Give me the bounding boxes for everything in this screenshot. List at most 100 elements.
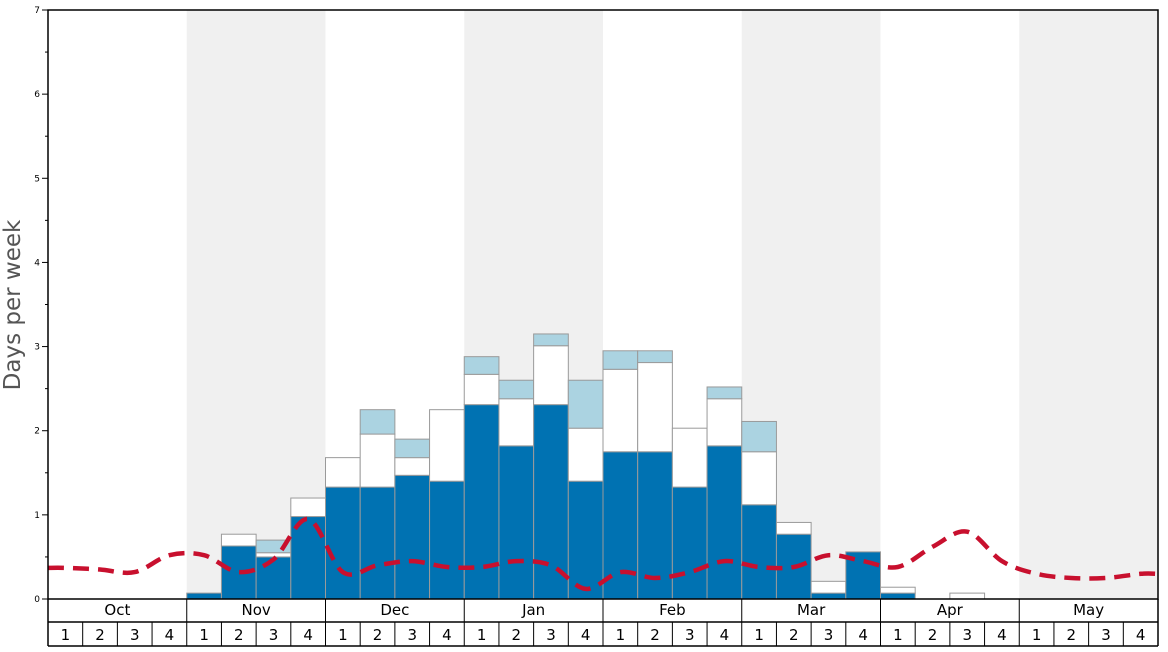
bar-dark-blue	[498, 445, 535, 600]
bar-light-blue	[463, 356, 500, 375]
month-bands	[186, 10, 1158, 599]
bar-light-blue	[741, 420, 777, 453]
bar-white	[255, 552, 292, 558]
bar-dark-blue	[186, 592, 222, 600]
bar-dark-blue	[567, 480, 604, 600]
bars	[186, 333, 986, 600]
week-label: 1	[338, 626, 348, 644]
week-label: 3	[130, 626, 140, 644]
bar-white	[706, 398, 743, 447]
week-label: 1	[1032, 626, 1042, 644]
month-label-dec: Dec	[380, 601, 409, 619]
y-tick-label-5: 5	[34, 174, 40, 184]
bar-dark-blue	[810, 592, 847, 600]
week-label: 3	[962, 626, 972, 644]
month-label-mar: Mar	[797, 601, 826, 619]
y-tick-label-7: 7	[34, 6, 40, 16]
bar-white	[394, 457, 431, 476]
week-label: 4	[303, 626, 313, 644]
bar-white	[533, 345, 569, 406]
month-label-feb: Feb	[659, 601, 686, 619]
week-label: 4	[165, 626, 175, 644]
y-tick-label-6: 6	[34, 90, 40, 100]
week-label: 2	[234, 626, 244, 644]
y-axis: 0 1 2 3 4 5 6 7	[34, 6, 48, 605]
dashed-line-layer	[47, 516, 1159, 592]
bar-light-blue	[706, 386, 743, 400]
dashed-line	[47, 516, 1159, 592]
week-label: 1	[199, 626, 209, 644]
week-label: 4	[442, 626, 452, 644]
bar-white	[220, 533, 257, 547]
bar-white	[359, 433, 396, 488]
bar-white	[325, 457, 361, 488]
bar-white	[949, 592, 986, 600]
bar-white	[463, 373, 500, 406]
week-label: 4	[997, 626, 1007, 644]
y-axis-label: Days per week	[0, 219, 26, 390]
month-band-may	[1019, 10, 1158, 599]
bar-light-blue	[394, 438, 431, 459]
week-label: 3	[269, 626, 279, 644]
bar-white	[602, 368, 639, 453]
y-tick-label-2: 2	[34, 427, 40, 437]
bar-light-blue	[637, 350, 673, 364]
week-label: 4	[720, 626, 730, 644]
week-label: 2	[1067, 626, 1077, 644]
month-label-jan: Jan	[521, 601, 545, 619]
week-label: 3	[407, 626, 417, 644]
bar-light-blue	[498, 379, 535, 400]
bar-white	[810, 580, 847, 594]
bar-white	[741, 451, 777, 506]
week-label: 2	[789, 626, 799, 644]
week-label: 3	[685, 626, 695, 644]
week-label: 1	[616, 626, 626, 644]
bar-light-blue	[359, 409, 396, 435]
month-label-may: May	[1073, 601, 1104, 619]
week-label: 4	[1136, 626, 1146, 644]
bar-light-blue	[602, 350, 639, 370]
bar-dark-blue	[637, 451, 673, 600]
week-label: 2	[650, 626, 660, 644]
week-label: 1	[61, 626, 71, 644]
month-label-nov: Nov	[241, 601, 270, 619]
bar-dark-blue	[741, 504, 777, 600]
x-axis: Oct Nov Dec Jan Feb Mar Apr May 1 2 3 4 1 2 3 4 1 2 3 4 1 2 3 4…	[47, 599, 1159, 647]
bar-dark-blue	[325, 486, 361, 600]
bar-dark-blue	[880, 592, 916, 600]
week-label: 1	[477, 626, 487, 644]
week-label: 1	[754, 626, 764, 644]
bar-dark-blue	[533, 404, 569, 600]
bar-light-blue	[567, 379, 604, 429]
month-label-oct: Oct	[104, 601, 130, 619]
y-tick-label-1: 1	[34, 511, 40, 521]
week-label: 2	[928, 626, 938, 644]
y-tick-label-3: 3	[34, 343, 40, 353]
bar-dark-blue	[671, 486, 708, 600]
bar-white	[498, 398, 535, 447]
bar-light-blue	[533, 333, 569, 347]
bar-dark-blue	[706, 445, 743, 600]
bar-white	[775, 521, 812, 535]
week-label: 2	[512, 626, 522, 644]
y-tick-label-0: 0	[34, 595, 40, 605]
bar-white	[290, 497, 326, 518]
week-label: 2	[373, 626, 383, 644]
week-label: 3	[546, 626, 556, 644]
month-label-apr: Apr	[937, 601, 964, 619]
bar-dark-blue	[394, 474, 431, 600]
bar-dark-blue	[429, 480, 465, 600]
bar-white	[567, 427, 604, 482]
bar-white	[880, 586, 916, 594]
week-label: 4	[858, 626, 868, 644]
week-label: 3	[1101, 626, 1111, 644]
week-label: 3	[824, 626, 834, 644]
bar-dark-blue	[359, 486, 396, 600]
bar-white	[671, 427, 708, 488]
week-label: 2	[95, 626, 105, 644]
bar-dark-blue	[255, 556, 292, 600]
week-label: 1	[893, 626, 903, 644]
bar-white	[429, 409, 465, 482]
